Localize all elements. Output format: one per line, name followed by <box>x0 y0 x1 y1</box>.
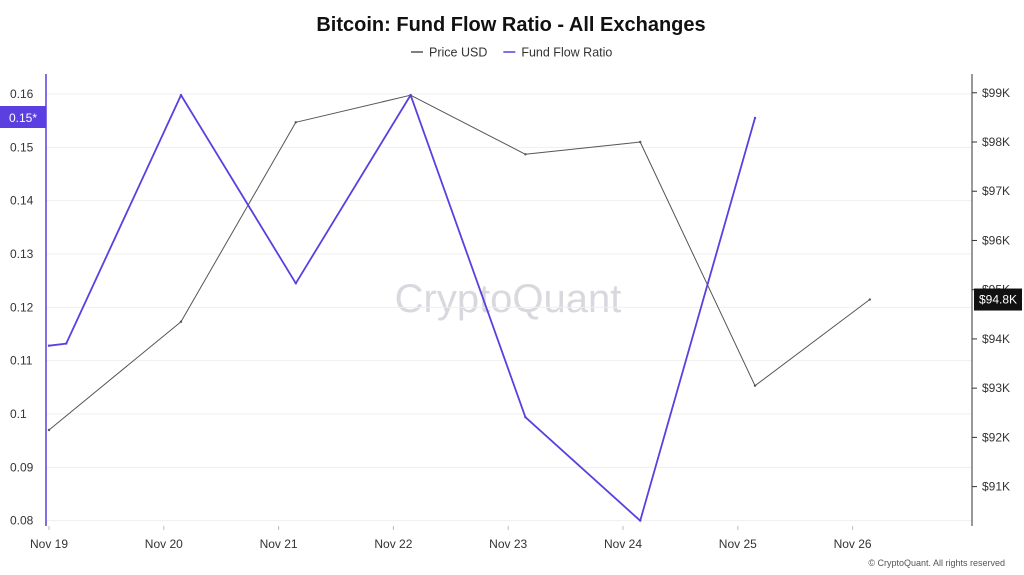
x-tick-label: Nov 26 <box>834 537 872 551</box>
right-tick-label: $98K <box>982 135 1010 149</box>
left-tick-label: 0.09 <box>10 460 34 474</box>
watermark: CryptoQuant <box>395 277 622 321</box>
x-tick-label: Nov 22 <box>374 537 412 551</box>
data-point <box>294 282 298 285</box>
data-point <box>409 93 412 97</box>
data-point <box>47 344 51 347</box>
legend-label: Price USD <box>429 46 487 60</box>
data-point <box>639 140 642 144</box>
left-tick-label: 0.16 <box>10 87 34 101</box>
right-tick-label: $94K <box>982 332 1010 346</box>
x-tick-label: Nov 21 <box>260 537 298 551</box>
x-tick-label: Nov 25 <box>719 537 757 551</box>
data-point <box>65 342 68 345</box>
x-tick-label: Nov 24 <box>604 537 642 551</box>
legend: Price USD Fund Flow Ratio <box>411 46 612 60</box>
legend-item[interactable]: Price USD <box>411 46 487 60</box>
left-tick-label: 0.12 <box>10 300 34 314</box>
left-tick-label: 0.15 <box>10 140 34 154</box>
right-value-badge <box>974 288 1022 311</box>
series-lines <box>47 93 872 522</box>
data-point <box>524 416 527 419</box>
data-point <box>753 384 757 387</box>
right-value-badge-text: $94.8K <box>979 293 1017 307</box>
data-point <box>179 93 183 97</box>
series-line-fund-flow-ratio <box>48 94 756 522</box>
data-point <box>753 116 757 120</box>
x-tick-label: Nov 19 <box>30 537 68 551</box>
data-point <box>524 153 527 156</box>
legend-label: Fund Flow Ratio <box>521 46 612 60</box>
left-tick-label: 0.13 <box>10 247 34 261</box>
data-point <box>179 320 183 323</box>
value-badges: 0.15* $94.8K <box>0 106 1022 311</box>
data-point <box>639 519 642 522</box>
right-tick-label: $97K <box>982 184 1010 198</box>
data-point <box>47 428 51 432</box>
data-point <box>294 121 298 124</box>
grid <box>46 93 972 522</box>
right-tick-label: $96K <box>982 233 1010 247</box>
copyright-credit: © CryptoQuant. All rights reserved <box>868 558 1005 568</box>
left-tick-label: 0.1 <box>10 407 27 421</box>
left-tick-label: 0.11 <box>10 354 33 368</box>
left-tick-label: 0.08 <box>10 514 34 528</box>
x-tick-label: Nov 20 <box>145 537 183 551</box>
left-tick-label: 0.14 <box>10 194 34 208</box>
right-tick-label: $99K <box>982 86 1010 100</box>
left-value-badge-text: 0.15* <box>9 111 37 125</box>
right-tick-label: $92K <box>982 430 1010 444</box>
right-tick-label: $93K <box>982 381 1010 395</box>
data-point <box>868 298 872 301</box>
legend-item[interactable]: Fund Flow Ratio <box>503 46 612 60</box>
left-value-badge <box>0 106 46 128</box>
x-tick-label: Nov 23 <box>489 537 527 551</box>
chart-title: Bitcoin: Fund Flow Ratio - All Exchanges <box>316 14 705 36</box>
right-tick-label: $91K <box>982 480 1010 494</box>
series-line-price-usd <box>48 94 871 431</box>
